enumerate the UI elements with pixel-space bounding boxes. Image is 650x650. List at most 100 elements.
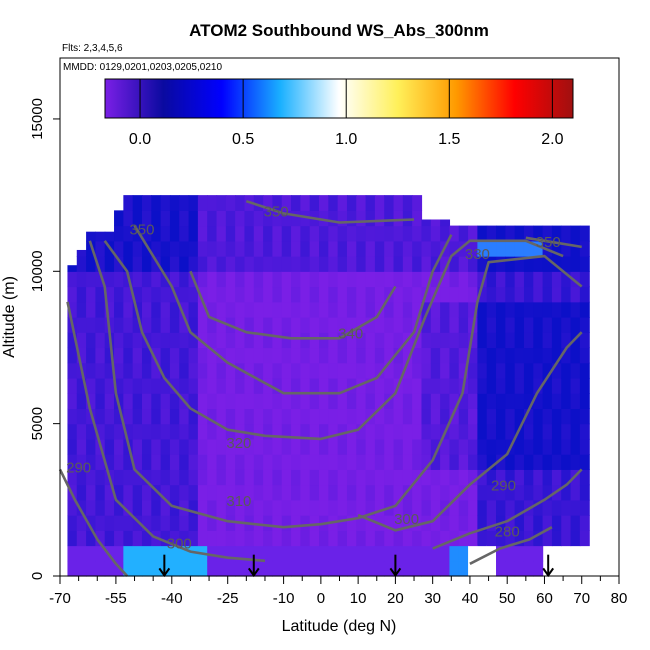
heatmap-cell bbox=[235, 332, 246, 349]
heatmap-cell bbox=[291, 377, 301, 394]
heatmap-cell bbox=[542, 469, 553, 486]
heatmap-cell bbox=[188, 515, 199, 531]
heatmap-cell bbox=[440, 225, 451, 242]
heatmap-cell bbox=[468, 545, 478, 562]
heatmap-cell bbox=[160, 332, 171, 349]
heatmap-cell bbox=[430, 469, 441, 486]
heatmap-cell bbox=[86, 393, 97, 410]
heatmap-cell bbox=[346, 225, 357, 242]
heatmap-cell bbox=[151, 195, 162, 211]
heatmap-cell bbox=[281, 301, 292, 318]
heatmap-cell bbox=[197, 271, 208, 288]
contour-label: 310 bbox=[226, 493, 251, 510]
heatmap-cell bbox=[374, 225, 385, 242]
heatmap-cell bbox=[160, 469, 171, 486]
heatmap-cell bbox=[551, 286, 562, 303]
heatmap-cell bbox=[67, 271, 78, 288]
heatmap-cell bbox=[132, 438, 143, 455]
heatmap-cell bbox=[104, 499, 115, 516]
heatmap-cell bbox=[281, 286, 292, 303]
heatmap-cell bbox=[253, 454, 264, 470]
heatmap-cell bbox=[263, 362, 274, 379]
heatmap-cell bbox=[132, 469, 143, 486]
heatmap-cell bbox=[430, 423, 441, 440]
heatmap-cell bbox=[95, 332, 106, 349]
x-tick-label: 20 bbox=[387, 590, 404, 607]
heatmap-cell bbox=[169, 393, 180, 410]
heatmap-cell bbox=[244, 286, 255, 303]
heatmap-cell bbox=[346, 195, 357, 211]
x-tick-label: -10 bbox=[273, 590, 295, 607]
heatmap-cell bbox=[496, 393, 506, 410]
heatmap-cell bbox=[291, 347, 301, 364]
heatmap-cell bbox=[151, 347, 162, 364]
heatmap-cell bbox=[570, 499, 581, 516]
heatmap-cell bbox=[384, 317, 395, 333]
heatmap-cell bbox=[412, 545, 423, 562]
heatmap-cell bbox=[244, 423, 255, 440]
heatmap-cell bbox=[86, 499, 97, 516]
heatmap-cell bbox=[346, 362, 357, 379]
heatmap-cell bbox=[197, 393, 208, 410]
heatmap-cell bbox=[235, 438, 246, 455]
heatmap-cell bbox=[95, 317, 106, 333]
heatmap-cell bbox=[141, 317, 152, 333]
heatmap-cell bbox=[263, 286, 274, 303]
heatmap-cell bbox=[207, 515, 218, 531]
heatmap-cell bbox=[449, 393, 460, 410]
heatmap-cell bbox=[169, 317, 180, 333]
heatmap-cell bbox=[421, 317, 432, 333]
heatmap-cell bbox=[253, 377, 264, 394]
heatmap-cell bbox=[551, 423, 562, 440]
heatmap-cell bbox=[95, 484, 106, 501]
heatmap-cell bbox=[365, 393, 376, 410]
heatmap-cell bbox=[523, 545, 534, 562]
heatmap-cell bbox=[225, 454, 236, 470]
heatmap-cell bbox=[169, 545, 180, 562]
heatmap-cell bbox=[207, 560, 218, 577]
heatmap-cell bbox=[207, 301, 218, 318]
heatmap-cell bbox=[123, 423, 134, 440]
heatmap-cell bbox=[235, 210, 246, 227]
heatmap-cell bbox=[244, 484, 255, 501]
heatmap-cell bbox=[561, 423, 572, 440]
heatmap-cell bbox=[356, 393, 367, 410]
heatmap-cell bbox=[188, 499, 199, 516]
heatmap-cell bbox=[76, 484, 87, 501]
heatmap-cell bbox=[235, 377, 246, 394]
heatmap-cell bbox=[179, 377, 190, 394]
heatmap-cell bbox=[225, 286, 236, 303]
heatmap-cell bbox=[328, 408, 339, 425]
heatmap-cell bbox=[225, 240, 236, 257]
heatmap-cell bbox=[477, 469, 488, 486]
heatmap-cell bbox=[179, 286, 190, 303]
heatmap-cell bbox=[86, 530, 97, 547]
heatmap-cell bbox=[114, 530, 124, 547]
heatmap-cell bbox=[523, 271, 534, 288]
heatmap-cell bbox=[365, 195, 376, 211]
heatmap-cell bbox=[151, 469, 162, 486]
heatmap-cell bbox=[291, 484, 301, 501]
heatmap-cell bbox=[570, 438, 581, 455]
heatmap-cell bbox=[169, 469, 180, 486]
heatmap-cell bbox=[225, 256, 236, 272]
heatmap-cell bbox=[337, 195, 348, 211]
heatmap-cell bbox=[337, 484, 348, 501]
heatmap-cell bbox=[253, 423, 264, 440]
heatmap-cell bbox=[570, 530, 581, 547]
heatmap-cell bbox=[244, 362, 255, 379]
heatmap-cell bbox=[300, 240, 311, 257]
heatmap-cell bbox=[542, 301, 553, 318]
heatmap-cell bbox=[346, 301, 357, 318]
heatmap-cell bbox=[337, 530, 348, 547]
heatmap-cell bbox=[272, 393, 283, 410]
heatmap-cell bbox=[468, 256, 478, 272]
heatmap-cell bbox=[319, 271, 329, 288]
heatmap-cell bbox=[477, 347, 488, 364]
heatmap-cell bbox=[430, 332, 441, 349]
heatmap-cell bbox=[542, 225, 553, 242]
heatmap-cell bbox=[207, 225, 218, 242]
heatmap-cell bbox=[486, 377, 497, 394]
heatmap-cell bbox=[225, 210, 236, 227]
heatmap-cell bbox=[496, 377, 506, 394]
